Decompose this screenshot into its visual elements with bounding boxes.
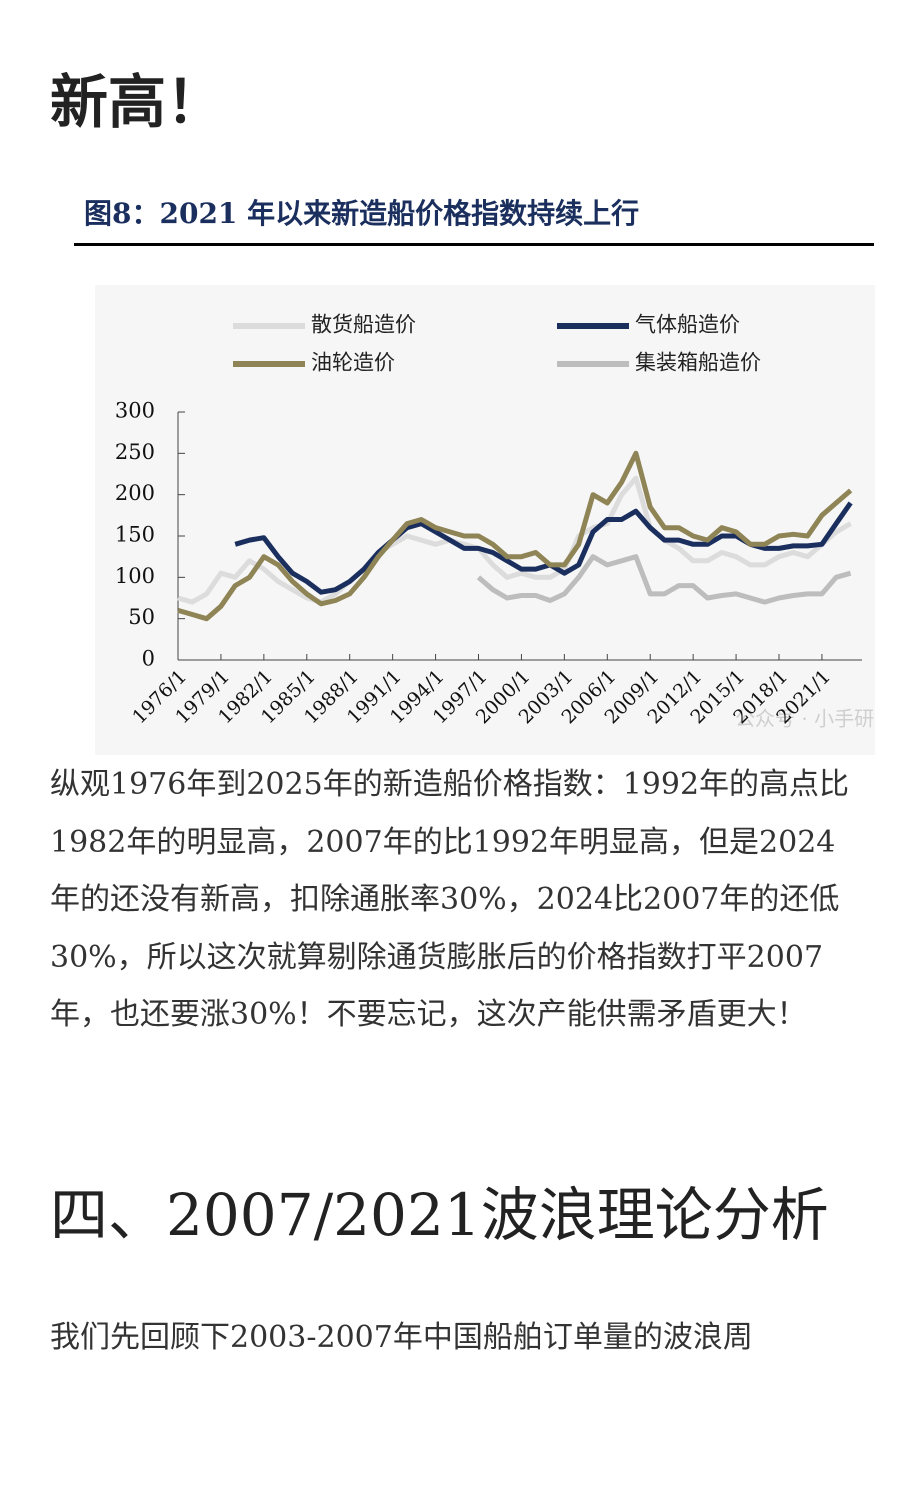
y-tick-label: 100	[115, 564, 155, 588]
legend-label: 气体船造价	[635, 313, 740, 337]
series-line	[177, 475, 852, 605]
chart: 公众号 · 小手研究 0501001502002503001976/11979/…	[95, 285, 875, 755]
y-tick-label: 250	[115, 440, 155, 464]
series-line	[177, 450, 853, 622]
y-tick-label: 200	[115, 481, 155, 505]
y-tick-label: 150	[115, 523, 155, 547]
legend-label: 油轮造价	[311, 351, 395, 375]
chart-background	[95, 285, 875, 755]
caption-rule	[74, 243, 874, 246]
y-tick-label: 50	[128, 605, 155, 629]
paragraph: 我们先回顾下2003-2007年中国船舶订单量的波浪周	[50, 1320, 753, 1355]
y-tick-label: 0	[142, 647, 155, 671]
legend-label: 散货船造价	[311, 313, 416, 337]
series-line	[476, 554, 852, 605]
paragraph: 纵观1976年到2025年的新造船价格指数：1992年的高点比1982年的明显高…	[50, 767, 850, 1032]
legend-label: 集装箱船造价	[635, 351, 761, 375]
figure-caption: 图8：2021 年以来新造船价格指数持续上行	[84, 197, 640, 230]
section-heading: 四、2007/2021波浪理论分析	[50, 1181, 829, 1249]
watermark: 公众号 · 小手研究	[735, 707, 875, 731]
page-title: 新高！	[50, 68, 225, 136]
y-tick-label: 300	[115, 399, 155, 423]
